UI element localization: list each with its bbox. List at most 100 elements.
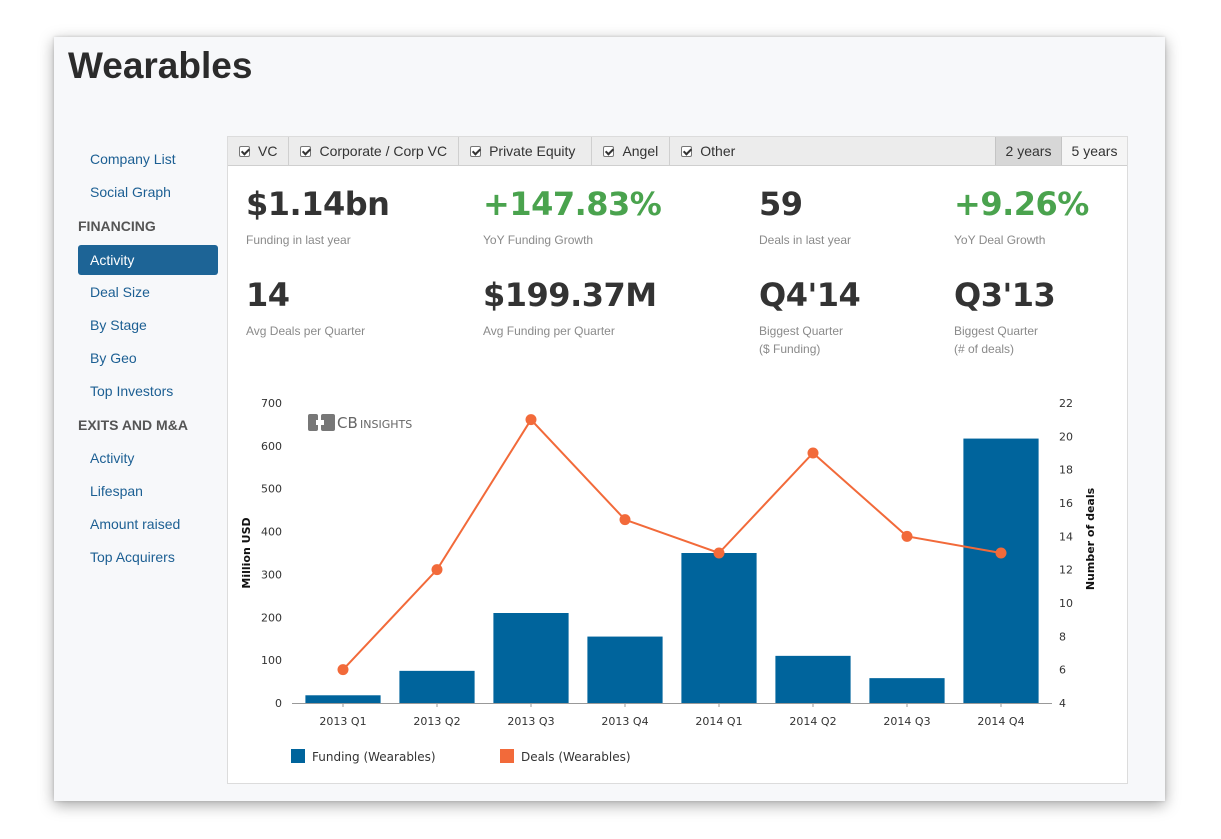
sidebar-item-top-acquirers[interactable]: Top Acquirers [90,549,175,565]
chart-legend: Funding (Wearables) Deals (Wearables) [291,749,631,764]
stat-value: 59 [759,185,803,223]
sidebar-item-deal-size[interactable]: Deal Size [90,284,150,300]
y-tick-label: 700 [261,397,282,410]
stat-value: $199.37M [483,276,657,314]
stat-deals-last-year: 59 Deals in last year [759,185,851,249]
watermark-brand: CB [337,414,358,432]
y2-tick-label: 22 [1059,397,1073,410]
stat-label-line2: ($ Funding) [759,342,821,356]
sidebar: Company List Social Graph FINANCING Acti… [78,143,218,574]
bar-funding [869,678,945,703]
bar-funding [775,655,851,703]
filter-label: Corporate / Corp VC [319,143,448,159]
stat-label: YoY Funding Growth [483,233,594,247]
y-tick-label: 400 [261,526,282,539]
y2-tick-label: 20 [1059,430,1073,443]
sidebar-item-company-list[interactable]: Company List [90,151,176,167]
y-tick-label: 500 [261,483,282,496]
y-tick-label: 100 [261,654,282,667]
stat-funding-last-year: $1.14bn Funding in last year [246,185,390,249]
filter-bar: VC Corporate / Corp VC Private Equity An… [228,137,1127,166]
legend-swatch-funding[interactable] [291,749,305,763]
y-tick-label: 300 [261,568,282,581]
legend-label-deals[interactable]: Deals (Wearables) [521,750,631,764]
watermark-brand-suffix: INSIGHTS [360,418,412,431]
stat-label: Biggest Quarter (# of deals) [954,322,1055,358]
stat-value: 14 [246,276,290,314]
point-deals [807,447,819,459]
x-tick-label: 2013 Q1 [319,715,366,728]
stat-value: Q4'14 [759,276,861,314]
stat-label: Biggest Quarter ($ Funding) [759,322,860,358]
filter-label: VC [258,143,278,159]
range-2-years-button[interactable]: 2 years [995,137,1061,165]
content-panel: VC Corporate / Corp VC Private Equity An… [227,136,1128,784]
y2-tick-label: 4 [1059,697,1066,710]
point-deals [337,664,349,676]
filter-label: Private Equity [489,143,576,159]
checkbox-icon[interactable] [239,145,250,157]
bar-funding [587,636,663,703]
stat-biggest-quarter-funding: Q4'14 Biggest Quarter ($ Funding) [759,276,861,358]
checkbox-icon[interactable] [470,145,482,157]
stat-avg-funding-quarter: $199.37M Avg Funding per Quarter [483,276,657,340]
filter-other[interactable]: Other [670,137,746,165]
x-tick-label: 2013 Q3 [507,715,554,728]
checkbox-icon[interactable] [681,145,693,157]
point-deals [901,530,913,542]
x-tick-label: 2014 Q3 [883,715,930,728]
checkbox-icon[interactable] [603,145,615,157]
y2-tick-label: 18 [1059,464,1073,477]
y-tick-label: 0 [275,697,282,710]
y-tick-label: 600 [261,440,282,453]
filter-label: Angel [622,143,659,159]
sidebar-item-by-stage[interactable]: By Stage [90,317,147,333]
page-title: Wearables [68,45,253,86]
sidebar-item-top-investors[interactable]: Top Investors [90,383,174,399]
point-deals [431,564,443,576]
sidebar-item-social-graph[interactable]: Social Graph [90,184,171,200]
stat-label-line1: Biggest Quarter [759,324,844,338]
filter-vc[interactable]: VC [228,137,290,165]
filter-private-equity[interactable]: Private Equity [459,137,593,165]
checkbox-icon[interactable] [300,145,312,157]
x-tick-label: 2014 Q2 [789,715,836,728]
cb-logo-icon-notch [316,420,324,425]
series-line-deals [342,418,1002,671]
legend-swatch-deals[interactable] [500,749,514,763]
sidebar-item-financing-activity[interactable]: Activity [78,245,218,275]
point-deals [619,514,631,526]
stat-value: Q3'13 [954,276,1056,314]
y2-tick-label: 8 [1059,630,1066,643]
bar-funding [963,438,1039,703]
report-card: Wearables Company List Social Graph FINA… [54,37,1165,801]
stat-label-line1: Biggest Quarter [954,324,1039,338]
y-tick-label: 200 [261,611,282,624]
filter-corporate-vc[interactable]: Corporate / Corp VC [289,137,460,165]
stat-label-line2: (# of deals) [954,342,1015,356]
sidebar-section-financing: FINANCING [78,218,156,234]
stat-label: Avg Funding per Quarter [483,324,615,338]
activity-chart: CB INSIGHTS 0 100 200 300 400 500 600 700 4 6 8 10 1… [228,367,1127,777]
stat-label: Deals in last year [759,233,852,247]
stat-value: +147.83% [483,185,662,223]
point-deals [713,547,725,559]
stat-label: YoY Deal Growth [954,233,1046,247]
sidebar-item-by-geo[interactable]: By Geo [90,350,137,366]
filter-angel[interactable]: Angel [592,137,671,165]
y-axis-title: Million USD [240,517,253,588]
stat-avg-deals-quarter: 14 Avg Deals per Quarter [246,276,365,340]
y2-tick-label: 10 [1059,597,1073,610]
sidebar-item-amount-raised[interactable]: Amount raised [90,516,181,532]
stat-yoy-deal-growth: +9.26% YoY Deal Growth [954,185,1089,249]
y2-axis-title: Number of deals [1084,487,1097,590]
legend-label-funding[interactable]: Funding (Wearables) [312,750,436,764]
stat-value: $1.14bn [246,185,390,223]
range-5-years-button[interactable]: 5 years [1061,137,1127,165]
sidebar-section-exits: EXITS AND M&A [78,417,188,433]
sidebar-item-lifespan[interactable]: Lifespan [90,483,143,499]
stat-value: +9.26% [954,185,1089,223]
y2-tick-label: 6 [1059,664,1066,677]
stat-yoy-funding-growth: +147.83% YoY Funding Growth [483,185,662,249]
sidebar-item-exits-activity[interactable]: Activity [90,450,135,466]
